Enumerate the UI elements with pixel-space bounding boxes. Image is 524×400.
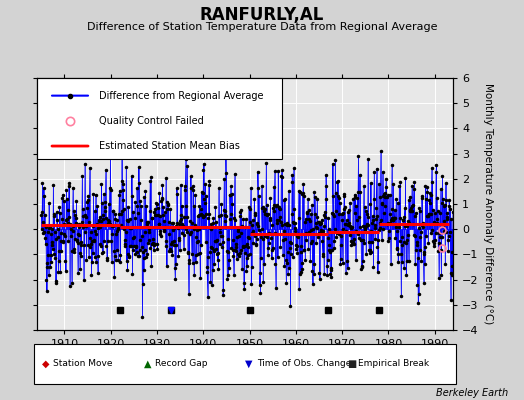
Text: Quality Control Failed: Quality Control Failed xyxy=(99,116,204,126)
Y-axis label: Monthly Temperature Anomaly Difference (°C): Monthly Temperature Anomaly Difference (… xyxy=(483,83,493,325)
Text: Record Gap: Record Gap xyxy=(155,360,208,368)
Text: Difference of Station Temperature Data from Regional Average: Difference of Station Temperature Data f… xyxy=(87,22,437,32)
Text: Difference from Regional Average: Difference from Regional Average xyxy=(99,91,264,101)
Text: ▼: ▼ xyxy=(245,359,253,369)
Text: ■: ■ xyxy=(347,359,356,369)
Text: RANFURLY,AL: RANFURLY,AL xyxy=(200,6,324,24)
Text: Estimated Station Mean Bias: Estimated Station Mean Bias xyxy=(99,141,240,151)
FancyBboxPatch shape xyxy=(37,78,282,159)
Text: Berkeley Earth: Berkeley Earth xyxy=(436,388,508,398)
Text: Empirical Break: Empirical Break xyxy=(358,360,429,368)
Text: ▲: ▲ xyxy=(144,359,151,369)
Text: Station Move: Station Move xyxy=(53,360,113,368)
Text: ◆: ◆ xyxy=(42,359,49,369)
Text: Time of Obs. Change: Time of Obs. Change xyxy=(257,360,351,368)
